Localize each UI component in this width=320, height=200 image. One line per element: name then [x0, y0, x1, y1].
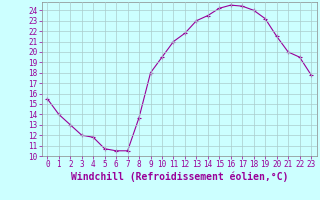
X-axis label: Windchill (Refroidissement éolien,°C): Windchill (Refroidissement éolien,°C) — [70, 172, 288, 182]
